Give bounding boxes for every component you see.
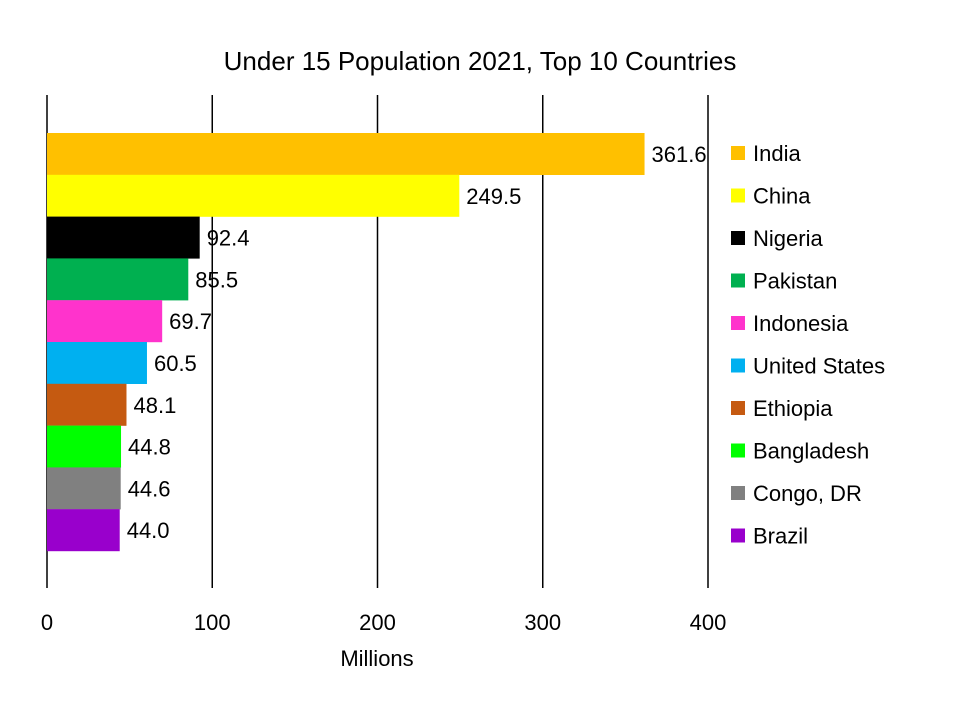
data-label: 249.5 — [466, 184, 521, 209]
legend-swatch — [731, 316, 745, 330]
legend-swatch — [731, 443, 745, 458]
legend-label: Bangladesh — [753, 439, 869, 464]
bar-united-states — [47, 342, 147, 384]
x-tick-label: 100 — [194, 610, 231, 635]
legend-swatch — [731, 528, 745, 543]
data-label: 361.6 — [652, 142, 707, 167]
legend-label: China — [753, 184, 811, 209]
x-tick-label: 300 — [524, 610, 561, 635]
bar-ethiopia — [47, 383, 127, 426]
x-tick-label: 0 — [41, 610, 53, 635]
data-label: 44.0 — [127, 518, 170, 543]
x-tick-label: 200 — [359, 610, 396, 635]
legend-label: Brazil — [753, 524, 808, 549]
legend-swatch — [731, 401, 745, 415]
data-label: 48.1 — [133, 393, 176, 418]
legend-swatch — [731, 188, 745, 203]
data-label: 69.7 — [169, 309, 212, 334]
bars-group — [47, 133, 645, 552]
bar-nigeria — [47, 216, 200, 259]
chart-title: Under 15 Population 2021, Top 10 Countri… — [224, 46, 737, 76]
data-label: 44.8 — [128, 435, 171, 460]
x-tick-labels: 0 100 200 300 400 — [41, 610, 726, 635]
legend-label: Indonesia — [753, 311, 849, 336]
data-label: 85.5 — [195, 267, 238, 292]
legend-swatch — [731, 146, 745, 160]
data-label: 44.6 — [128, 476, 171, 501]
legend-label: Nigeria — [753, 226, 823, 251]
data-label: 60.5 — [154, 351, 197, 376]
bar-bangladesh — [47, 425, 122, 468]
bar-brazil — [47, 509, 120, 552]
legend-label: Congo, DR — [753, 481, 862, 506]
bar-india — [47, 133, 645, 175]
legend: India China Nigeria Pakistan Indonesia United… — [731, 141, 885, 549]
legend-label: United States — [753, 354, 885, 379]
x-tick-label: 400 — [690, 610, 727, 635]
x-axis-label: Millions — [340, 646, 413, 671]
bar-china — [47, 174, 460, 217]
data-label: 92.4 — [207, 226, 250, 251]
bar-congo-dr — [47, 467, 121, 510]
data-labels-group: 361.6 249.5 92.4 85.5 69.7 60.5 48.1 44.8 44.6 44… — [127, 142, 707, 543]
legend-label: Pakistan — [753, 269, 837, 294]
legend-swatch — [731, 231, 745, 245]
legend-label: Ethiopia — [753, 396, 833, 421]
legend-swatch — [731, 486, 745, 500]
legend-label: India — [753, 141, 801, 166]
bar-indonesia — [47, 300, 163, 343]
bar-pakistan — [47, 258, 189, 301]
legend-swatch — [731, 273, 745, 288]
legend-swatch — [731, 358, 745, 373]
